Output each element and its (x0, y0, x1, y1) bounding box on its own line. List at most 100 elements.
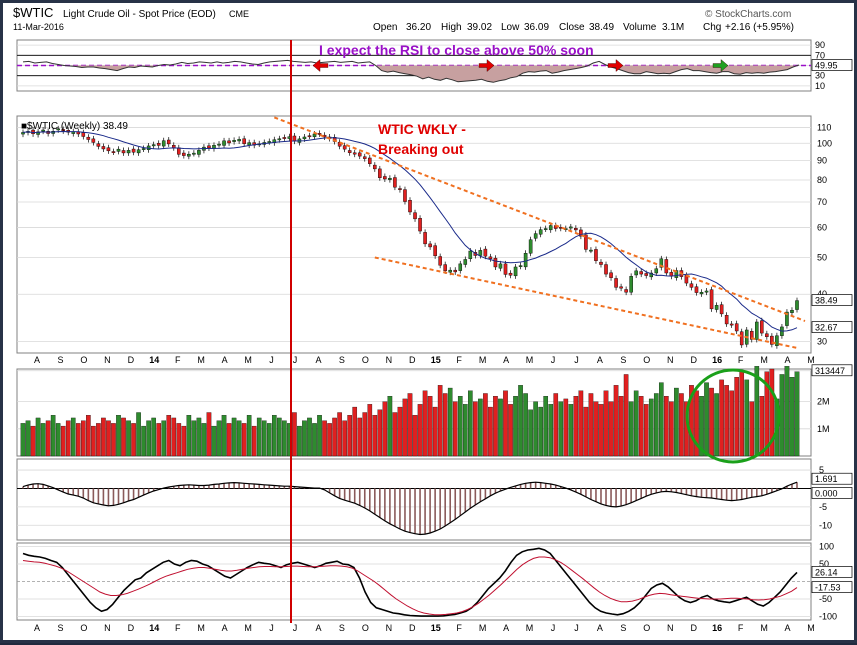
candle-body (729, 323, 734, 326)
oscillator-series-2 (22, 556, 798, 616)
volume-bar (55, 423, 61, 457)
x-axis-label: J (551, 623, 556, 633)
volume-bar (473, 401, 478, 457)
volume-bar (528, 409, 533, 457)
volume-bar (317, 415, 322, 457)
candle-body (548, 225, 553, 231)
candle-body (418, 218, 422, 232)
volume-bar (302, 420, 307, 457)
volume-bar (91, 425, 96, 457)
candle-body (378, 168, 382, 178)
candle-body (61, 129, 65, 132)
x-axis-label: J (293, 355, 298, 365)
rsi-line (22, 59, 800, 83)
oscillator-last-value-2-box (811, 581, 853, 593)
volume-bar (533, 401, 538, 457)
volume-bar (196, 417, 202, 457)
x-axis-label: 14 (149, 623, 159, 633)
wkly-annotation-line1: WTIC WKLY - (378, 121, 466, 137)
open-label: Open (373, 22, 397, 33)
volume-bar (251, 425, 257, 457)
x-axis-label: D (690, 623, 697, 633)
x-axis-label: J (551, 355, 556, 365)
volume-bar (704, 382, 709, 457)
candle-body (488, 256, 493, 259)
volume-bar (658, 382, 664, 457)
low-label: Low (501, 22, 520, 33)
volume-bar (131, 423, 136, 457)
volume-bar (211, 425, 217, 457)
candle-body (247, 142, 251, 146)
high-value: 39.02 (467, 22, 492, 33)
candle-body (458, 263, 463, 271)
x-axis-label: S (339, 623, 345, 633)
volume-bar (181, 425, 187, 457)
x-axis-label: D (409, 355, 416, 365)
candle-body (624, 289, 628, 293)
candle-body (207, 145, 211, 149)
candle-body (765, 333, 769, 337)
volume-value: 3.1M (662, 22, 684, 33)
volume-bar (352, 406, 358, 457)
candle-body (755, 321, 759, 340)
volume-bar (397, 406, 403, 457)
volume-bar (478, 398, 483, 457)
candle-body (770, 335, 774, 345)
candle-body (342, 145, 347, 150)
volume-bar (603, 390, 609, 457)
volume-bar (106, 420, 111, 457)
volume-bar (271, 415, 277, 457)
volume-bar (231, 417, 237, 457)
candle-body (463, 259, 468, 265)
candle-body (749, 331, 754, 340)
symbol-label: $WTIC (13, 5, 53, 20)
volume-bar (442, 393, 448, 457)
volume-bar (75, 423, 81, 457)
candle-body (503, 263, 508, 275)
macd-last-value-box (811, 472, 853, 485)
volume-bar (86, 415, 91, 457)
x-axis-label: N (386, 355, 393, 365)
macd-last-value: 1.691 (815, 474, 838, 484)
x-axis-label: A (222, 355, 228, 365)
oscillator-tick-label: -100 (819, 612, 837, 622)
volume-bar (623, 374, 629, 457)
x-axis-label: A (503, 623, 509, 633)
candle-body (337, 141, 342, 147)
volume-bar (30, 425, 36, 457)
volume-bar (714, 393, 719, 457)
x-axis-label: J (269, 623, 274, 633)
x-axis-label: S (57, 623, 63, 633)
volume-bar (628, 401, 634, 457)
candle-body (197, 150, 201, 155)
macd-tick-label: -10 (819, 520, 832, 530)
stockchart-svg: $WTIC Light Crude Oil - Spot Price (EOD)… (13, 5, 853, 633)
volume-bar (643, 404, 649, 457)
high-label: High (441, 22, 462, 33)
lower-trendline (374, 256, 800, 350)
volume-bar (307, 417, 312, 457)
x-axis-label: O (643, 355, 650, 365)
oscillator-tick-label: -50 (819, 594, 832, 604)
price-tick-label: 60 (817, 222, 827, 232)
volume-bar (613, 385, 619, 457)
annotations-layer (273, 40, 806, 623)
candle-body (739, 331, 744, 346)
volume-bar (563, 398, 569, 457)
macd-zero-value: 0.000 (815, 488, 838, 498)
volume-bar (387, 396, 393, 457)
volume-bar (794, 371, 800, 457)
volume-bar (347, 415, 352, 457)
volume-bar (618, 396, 624, 457)
x-axis-label: F (456, 623, 462, 633)
volume-bar (116, 415, 121, 457)
candle-body (694, 286, 699, 293)
volume-tick-label: 2M (817, 397, 830, 407)
x-axis-label: A (785, 355, 791, 365)
x-axis-label: M (479, 355, 487, 365)
volume-bar (759, 396, 765, 457)
candle-body (704, 290, 709, 293)
volume-bar (468, 390, 473, 457)
candle-body (518, 265, 523, 267)
volume-bar (734, 377, 739, 457)
